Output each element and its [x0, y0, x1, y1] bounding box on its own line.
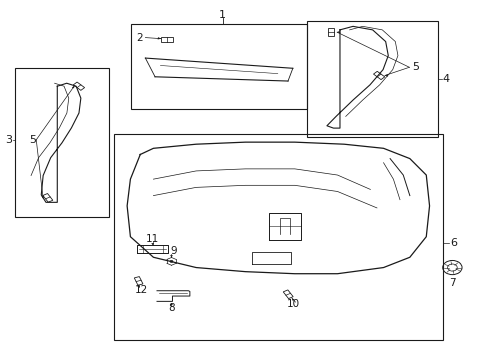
Polygon shape: [138, 285, 139, 287]
Bar: [131, 24, 307, 109]
Text: 7: 7: [448, 278, 455, 288]
Polygon shape: [291, 298, 294, 300]
Polygon shape: [42, 196, 44, 198]
Text: 1: 1: [219, 10, 226, 20]
Circle shape: [169, 260, 173, 262]
Text: 4: 4: [442, 74, 449, 84]
Text: 5: 5: [411, 62, 418, 72]
Polygon shape: [170, 255, 172, 257]
Text: 3: 3: [5, 135, 12, 145]
Polygon shape: [336, 31, 339, 33]
Text: 9: 9: [170, 247, 177, 256]
Polygon shape: [72, 86, 74, 88]
Bar: [15, 68, 109, 217]
Text: 5: 5: [29, 135, 36, 145]
Text: 11: 11: [146, 234, 159, 244]
Text: 10: 10: [286, 299, 299, 309]
Polygon shape: [170, 303, 172, 305]
Bar: [307, 21, 437, 138]
Polygon shape: [384, 75, 387, 76]
Text: 8: 8: [168, 303, 174, 314]
Text: 12: 12: [134, 285, 147, 295]
Bar: [114, 134, 442, 339]
Polygon shape: [158, 37, 161, 39]
Text: 2: 2: [136, 33, 142, 42]
Polygon shape: [151, 243, 153, 245]
Text: 6: 6: [449, 238, 456, 248]
